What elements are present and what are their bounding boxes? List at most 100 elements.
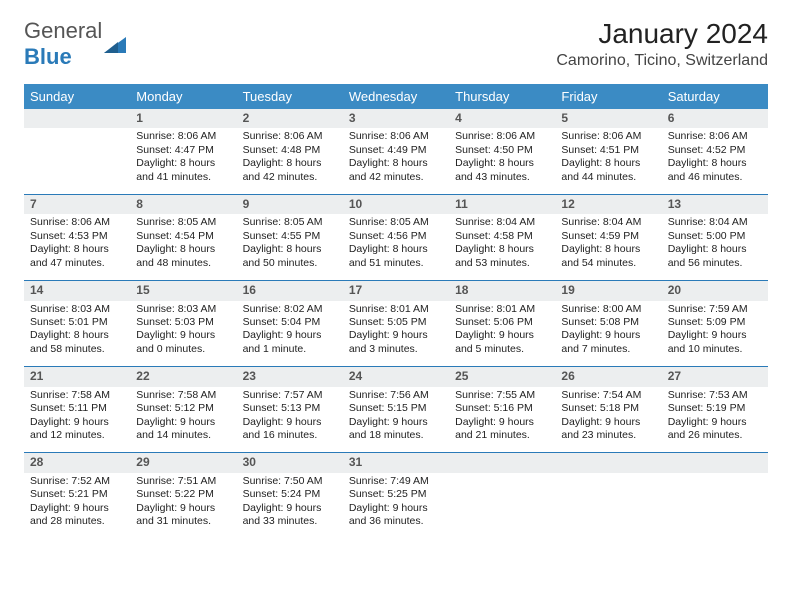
- calendar-cell: 23Sunrise: 7:57 AMSunset: 5:13 PMDayligh…: [237, 367, 343, 453]
- day-body: Sunrise: 7:52 AMSunset: 5:21 PMDaylight:…: [24, 473, 130, 539]
- day-body: [24, 128, 130, 140]
- day-number: 26: [555, 367, 661, 386]
- day-body: Sunrise: 8:04 AMSunset: 5:00 PMDaylight:…: [662, 214, 768, 280]
- header: General Blue January 2024 Camorino, Tici…: [24, 18, 768, 70]
- calendar-cell: 16Sunrise: 8:02 AMSunset: 5:04 PMDayligh…: [237, 281, 343, 367]
- logo-triangle-icon: [104, 35, 126, 53]
- day-body: Sunrise: 7:54 AMSunset: 5:18 PMDaylight:…: [555, 387, 661, 453]
- day-body: Sunrise: 7:57 AMSunset: 5:13 PMDaylight:…: [237, 387, 343, 453]
- day-number: 25: [449, 367, 555, 386]
- month-title: January 2024: [556, 18, 768, 50]
- day-body: [555, 473, 661, 485]
- day-body: Sunrise: 7:55 AMSunset: 5:16 PMDaylight:…: [449, 387, 555, 453]
- calendar-body: 1Sunrise: 8:06 AMSunset: 4:47 PMDaylight…: [24, 109, 768, 539]
- calendar-cell: 31Sunrise: 7:49 AMSunset: 5:25 PMDayligh…: [343, 453, 449, 539]
- day-body: Sunrise: 7:49 AMSunset: 5:25 PMDaylight:…: [343, 473, 449, 539]
- day-number: [662, 453, 768, 472]
- day-body: Sunrise: 8:06 AMSunset: 4:52 PMDaylight:…: [662, 128, 768, 194]
- calendar-cell: 10Sunrise: 8:05 AMSunset: 4:56 PMDayligh…: [343, 195, 449, 281]
- day-number: 1: [130, 109, 236, 128]
- calendar-cell: 4Sunrise: 8:06 AMSunset: 4:50 PMDaylight…: [449, 109, 555, 195]
- day-header: Thursday: [449, 84, 555, 109]
- calendar-cell: 15Sunrise: 8:03 AMSunset: 5:03 PMDayligh…: [130, 281, 236, 367]
- day-number: [555, 453, 661, 472]
- calendar-cell: 24Sunrise: 7:56 AMSunset: 5:15 PMDayligh…: [343, 367, 449, 453]
- calendar-cell: [449, 453, 555, 539]
- day-body: Sunrise: 7:53 AMSunset: 5:19 PMDaylight:…: [662, 387, 768, 453]
- day-number: 8: [130, 195, 236, 214]
- day-body: Sunrise: 8:05 AMSunset: 4:54 PMDaylight:…: [130, 214, 236, 280]
- day-body: Sunrise: 8:03 AMSunset: 5:03 PMDaylight:…: [130, 301, 236, 367]
- calendar-cell: 20Sunrise: 7:59 AMSunset: 5:09 PMDayligh…: [662, 281, 768, 367]
- calendar-cell: 14Sunrise: 8:03 AMSunset: 5:01 PMDayligh…: [24, 281, 130, 367]
- calendar-cell: 12Sunrise: 8:04 AMSunset: 4:59 PMDayligh…: [555, 195, 661, 281]
- day-body: Sunrise: 8:04 AMSunset: 4:58 PMDaylight:…: [449, 214, 555, 280]
- calendar-cell: 11Sunrise: 8:04 AMSunset: 4:58 PMDayligh…: [449, 195, 555, 281]
- day-body: Sunrise: 8:06 AMSunset: 4:53 PMDaylight:…: [24, 214, 130, 280]
- day-body: Sunrise: 8:06 AMSunset: 4:51 PMDaylight:…: [555, 128, 661, 194]
- calendar-cell: 2Sunrise: 8:06 AMSunset: 4:48 PMDaylight…: [237, 109, 343, 195]
- calendar-head: SundayMondayTuesdayWednesdayThursdayFrid…: [24, 84, 768, 109]
- day-header: Friday: [555, 84, 661, 109]
- calendar-cell: [24, 109, 130, 195]
- calendar-cell: 5Sunrise: 8:06 AMSunset: 4:51 PMDaylight…: [555, 109, 661, 195]
- day-number: 30: [237, 453, 343, 472]
- day-number: 19: [555, 281, 661, 300]
- day-header: Sunday: [24, 84, 130, 109]
- title-block: January 2024 Camorino, Ticino, Switzerla…: [556, 18, 768, 70]
- day-body: Sunrise: 7:58 AMSunset: 5:12 PMDaylight:…: [130, 387, 236, 453]
- day-number: 22: [130, 367, 236, 386]
- day-number: 15: [130, 281, 236, 300]
- day-number: 9: [237, 195, 343, 214]
- day-body: Sunrise: 8:02 AMSunset: 5:04 PMDaylight:…: [237, 301, 343, 367]
- day-number: 4: [449, 109, 555, 128]
- calendar-cell: 29Sunrise: 7:51 AMSunset: 5:22 PMDayligh…: [130, 453, 236, 539]
- calendar-week-row: 1Sunrise: 8:06 AMSunset: 4:47 PMDaylight…: [24, 109, 768, 195]
- day-number: 18: [449, 281, 555, 300]
- calendar-cell: 30Sunrise: 7:50 AMSunset: 5:24 PMDayligh…: [237, 453, 343, 539]
- calendar-cell: 22Sunrise: 7:58 AMSunset: 5:12 PMDayligh…: [130, 367, 236, 453]
- calendar-table: SundayMondayTuesdayWednesdayThursdayFrid…: [24, 84, 768, 539]
- calendar-week-row: 21Sunrise: 7:58 AMSunset: 5:11 PMDayligh…: [24, 367, 768, 453]
- calendar-cell: 3Sunrise: 8:06 AMSunset: 4:49 PMDaylight…: [343, 109, 449, 195]
- day-number: 17: [343, 281, 449, 300]
- day-number: 20: [662, 281, 768, 300]
- day-body: Sunrise: 8:05 AMSunset: 4:56 PMDaylight:…: [343, 214, 449, 280]
- logo-text: General Blue: [24, 18, 102, 70]
- day-body: Sunrise: 7:59 AMSunset: 5:09 PMDaylight:…: [662, 301, 768, 367]
- calendar-cell: 8Sunrise: 8:05 AMSunset: 4:54 PMDaylight…: [130, 195, 236, 281]
- calendar-cell: 1Sunrise: 8:06 AMSunset: 4:47 PMDaylight…: [130, 109, 236, 195]
- day-number: 23: [237, 367, 343, 386]
- calendar-week-row: 28Sunrise: 7:52 AMSunset: 5:21 PMDayligh…: [24, 453, 768, 539]
- calendar-cell: 7Sunrise: 8:06 AMSunset: 4:53 PMDaylight…: [24, 195, 130, 281]
- day-body: Sunrise: 7:50 AMSunset: 5:24 PMDaylight:…: [237, 473, 343, 539]
- day-number: 10: [343, 195, 449, 214]
- day-body: Sunrise: 8:06 AMSunset: 4:48 PMDaylight:…: [237, 128, 343, 194]
- day-header: Wednesday: [343, 84, 449, 109]
- day-body: Sunrise: 8:04 AMSunset: 4:59 PMDaylight:…: [555, 214, 661, 280]
- day-number: 11: [449, 195, 555, 214]
- day-number: [24, 109, 130, 128]
- day-body: Sunrise: 8:06 AMSunset: 4:50 PMDaylight:…: [449, 128, 555, 194]
- day-number: 2: [237, 109, 343, 128]
- day-header: Tuesday: [237, 84, 343, 109]
- calendar-cell: 19Sunrise: 8:00 AMSunset: 5:08 PMDayligh…: [555, 281, 661, 367]
- calendar-cell: [662, 453, 768, 539]
- day-body: [662, 473, 768, 485]
- calendar-cell: [555, 453, 661, 539]
- logo: General Blue: [24, 18, 126, 70]
- day-number: [449, 453, 555, 472]
- calendar-cell: 17Sunrise: 8:01 AMSunset: 5:05 PMDayligh…: [343, 281, 449, 367]
- day-body: Sunrise: 8:06 AMSunset: 4:47 PMDaylight:…: [130, 128, 236, 194]
- day-body: Sunrise: 8:00 AMSunset: 5:08 PMDaylight:…: [555, 301, 661, 367]
- day-number: 12: [555, 195, 661, 214]
- day-body: Sunrise: 8:05 AMSunset: 4:55 PMDaylight:…: [237, 214, 343, 280]
- calendar-cell: 26Sunrise: 7:54 AMSunset: 5:18 PMDayligh…: [555, 367, 661, 453]
- day-number: 13: [662, 195, 768, 214]
- calendar-cell: 25Sunrise: 7:55 AMSunset: 5:16 PMDayligh…: [449, 367, 555, 453]
- day-number: 21: [24, 367, 130, 386]
- day-number: 16: [237, 281, 343, 300]
- day-number: 7: [24, 195, 130, 214]
- day-body: Sunrise: 7:58 AMSunset: 5:11 PMDaylight:…: [24, 387, 130, 453]
- day-body: Sunrise: 8:06 AMSunset: 4:49 PMDaylight:…: [343, 128, 449, 194]
